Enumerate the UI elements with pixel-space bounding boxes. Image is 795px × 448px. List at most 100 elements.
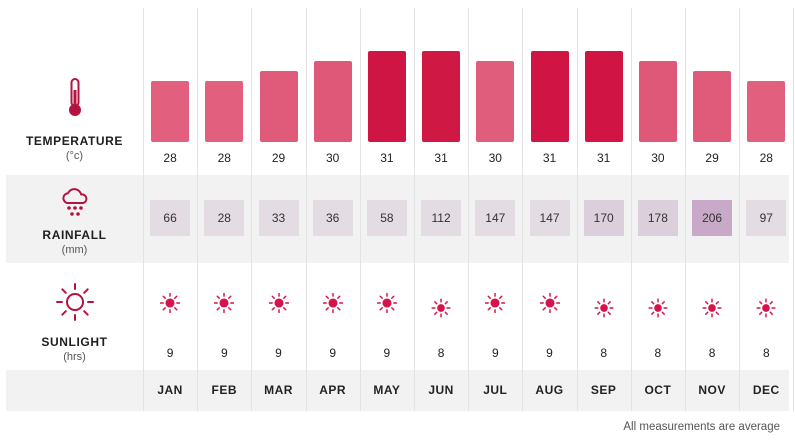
temperature-bar	[313, 61, 352, 142]
temperature-bar	[422, 51, 461, 142]
sunlight-value: 8	[708, 346, 716, 360]
temperature-value: 31	[434, 151, 448, 165]
rainfall-value: 112	[421, 200, 462, 236]
column-divider	[197, 8, 199, 411]
month-label: AUG	[535, 383, 564, 397]
sun-icon	[485, 293, 506, 313]
temperature-value: 31	[380, 151, 394, 165]
rainfall-value: 36	[312, 200, 353, 236]
column-divider	[793, 8, 795, 411]
sun-icon	[6, 282, 143, 322]
month-label: NOV	[698, 383, 726, 397]
sunlight-value: 9	[546, 346, 553, 360]
sunlight-value: 9	[220, 346, 228, 360]
rainfall-value: 147	[529, 200, 570, 236]
rainfall-value: 28	[204, 200, 245, 236]
temperature-value: 30	[651, 151, 665, 165]
month-label: JUL	[483, 383, 508, 397]
column-divider	[251, 8, 253, 411]
month-row: JAN FEB MAR APR MAY JUN JUL AUG SEP OCT NOV DEC	[6, 370, 789, 411]
rainfall-value: 66	[150, 200, 191, 236]
month-label: JUN	[428, 383, 454, 397]
temperature-value: 28	[217, 151, 231, 165]
sun-icon	[214, 293, 235, 313]
rainfall-value: 178	[637, 200, 678, 236]
sunlight-value: 9	[383, 346, 391, 360]
sunlight-value: 8	[437, 346, 445, 360]
temperature-bar	[367, 51, 406, 142]
temperature-bar	[259, 71, 298, 142]
sun-icon	[268, 293, 289, 313]
rainfall-value: 58	[366, 200, 407, 236]
month-label: OCT	[644, 383, 672, 397]
month-label: FEB	[211, 383, 238, 397]
rainfall-value: 206	[692, 200, 733, 236]
month-label: DEC	[752, 383, 780, 397]
sun-icon	[756, 298, 776, 318]
month-label: JAN	[157, 383, 183, 397]
sun-icon	[648, 298, 668, 318]
temperature-value: 30	[326, 151, 340, 165]
temperature-value: 29	[271, 151, 286, 165]
temperature-value: 31	[542, 151, 557, 165]
sun-icon	[594, 298, 614, 318]
rainfall-label: RAINFALL	[42, 228, 107, 242]
rainfall-value: 33	[258, 200, 299, 236]
climate-table: TEMPERATURE (°c) 28 28 29 30 31 31 30 31 31 30 29 2…	[6, 8, 795, 411]
thermometer-icon	[6, 78, 143, 118]
sunlight-value: 9	[166, 346, 174, 360]
sunlight-value: 8	[600, 346, 608, 360]
sunlight-label: SUNLIGHT	[41, 335, 108, 349]
column-divider	[359, 8, 361, 411]
temperature-unit: (°c)	[65, 150, 84, 162]
rainfall-value: 97	[746, 200, 787, 236]
sun-icon	[431, 298, 451, 318]
sun-icon	[702, 298, 722, 318]
column-divider	[739, 8, 741, 411]
temperature-bar	[476, 61, 515, 142]
temperature-row: TEMPERATURE (°c) 28 28 29 30 31 31 30 31 31 30 29 2…	[6, 8, 789, 175]
sun-icon	[376, 293, 397, 313]
column-divider	[630, 8, 632, 411]
temperature-bar	[151, 81, 190, 142]
sunlight-value: 9	[329, 346, 337, 360]
sun-icon	[322, 293, 343, 313]
column-divider	[576, 8, 578, 411]
column-divider	[468, 8, 470, 411]
rainfall-value: 147	[475, 200, 516, 236]
sunlight-value: 8	[762, 346, 770, 360]
temperature-value: 30	[488, 151, 502, 165]
column-divider	[414, 8, 415, 411]
sunlight-value: 8	[654, 346, 662, 360]
month-label: SEP	[590, 383, 617, 397]
temperature-bar	[205, 81, 244, 142]
rainfall-row: RAINFALL (mm) 66 28 33 36 58 112 147 147 170 178 2…	[6, 175, 789, 263]
temperature-label: TEMPERATURE	[25, 134, 124, 148]
month-label: MAR	[264, 383, 293, 397]
temperature-bar	[747, 81, 786, 142]
temperature-value: 29	[705, 151, 719, 165]
sunlight-unit: (hrs)	[63, 351, 86, 363]
temperature-value: 31	[597, 151, 611, 165]
temperature-value: 28	[163, 151, 177, 165]
temperature-bar	[530, 51, 569, 142]
column-divider	[305, 8, 307, 411]
sun-icon	[539, 293, 560, 313]
rain-cloud-icon	[6, 187, 143, 217]
column-divider	[522, 8, 524, 411]
month-label: MAY	[373, 383, 401, 397]
footnote: All measurements are average	[623, 421, 780, 433]
sunlight-value: 9	[275, 346, 282, 360]
column-divider	[143, 8, 144, 411]
sun-icon	[160, 293, 181, 313]
rainfall-unit: (mm)	[61, 244, 88, 256]
temperature-bar	[693, 71, 732, 142]
temperature-bar	[584, 51, 623, 142]
sunlight-value: 9	[491, 346, 499, 360]
temperature-value: 28	[759, 151, 773, 165]
column-divider	[685, 8, 686, 411]
month-label: APR	[319, 383, 347, 397]
temperature-bar	[638, 61, 677, 142]
rainfall-value: 170	[583, 200, 624, 236]
sunlight-row: SUNLIGHT (hrs) 9 9 9 9 9 8 9 9 8 8 8 8	[6, 263, 789, 370]
